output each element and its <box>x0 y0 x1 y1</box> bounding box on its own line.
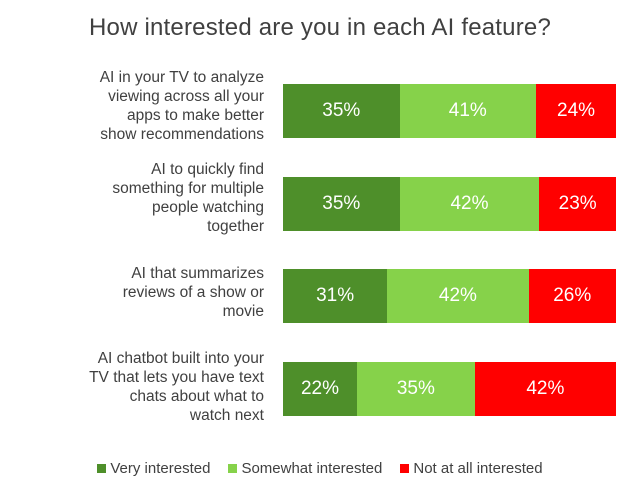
stacked-bar: 31% 42% 26% <box>283 269 616 323</box>
data-label: 42% <box>526 378 565 399</box>
data-label: 31% <box>316 285 355 306</box>
bar-segment-very-interested: 35% <box>283 84 400 138</box>
bar-segment-somewhat-interested: 42% <box>399 177 540 231</box>
stacked-bar: 22% 35% 42% <box>283 362 616 416</box>
category-label: AI that summarizes reviews of a show or mo… <box>122 265 264 320</box>
data-label: 26% <box>553 285 592 306</box>
legend-swatch <box>400 464 410 473</box>
bar-segment-somewhat-interested: 42% <box>387 269 529 323</box>
data-label: 42% <box>438 285 477 306</box>
bar-segment-not-at-all-interested: 26% <box>528 269 616 323</box>
data-label: 42% <box>450 193 489 214</box>
bar-segment-very-interested: 35% <box>283 177 400 231</box>
bar-segment-not-at-all-interested: 24% <box>536 84 616 138</box>
legend-item: Not at all interested <box>400 460 543 477</box>
chart-legend: Very interested Somewhat interested Not at… <box>0 460 640 477</box>
data-label: 35% <box>396 378 435 399</box>
legend-label: Somewhat interested <box>241 460 383 477</box>
bar-segment-somewhat-interested: 35% <box>357 362 475 416</box>
legend-item: Somewhat interested <box>228 460 382 477</box>
bar-segment-not-at-all-interested: 42% <box>474 362 616 416</box>
legend-label: Not at all interested <box>413 460 543 477</box>
bar-segment-not-at-all-interested: 23% <box>539 177 616 231</box>
legend-swatch <box>97 464 107 473</box>
category-label: AI to quickly find something for multiple… <box>112 161 264 235</box>
legend-swatch <box>228 464 238 473</box>
data-label: 24% <box>557 100 596 121</box>
bar-segment-somewhat-interested: 41% <box>399 84 537 138</box>
data-label: 22% <box>300 378 340 399</box>
data-label: 41% <box>448 100 487 121</box>
legend-item: Very interested <box>97 460 210 477</box>
category-label: AI in your TV to analyze viewing across a… <box>99 69 264 143</box>
legend-label: Very interested <box>110 460 211 477</box>
category-label: AI chatbot built into your TV that lets y… <box>89 350 264 424</box>
data-label: 23% <box>558 193 597 214</box>
stacked-bar: 35% 41% 24% <box>283 84 616 138</box>
data-label: 35% <box>322 193 361 214</box>
bar-segment-very-interested: 22% <box>283 362 357 416</box>
bar-segment-very-interested: 31% <box>283 269 388 323</box>
chart-title: How interested are you in each AI featur… <box>88 14 551 41</box>
stacked-bar: 35% 42% 23% <box>283 177 616 231</box>
data-label: 35% <box>322 100 361 121</box>
